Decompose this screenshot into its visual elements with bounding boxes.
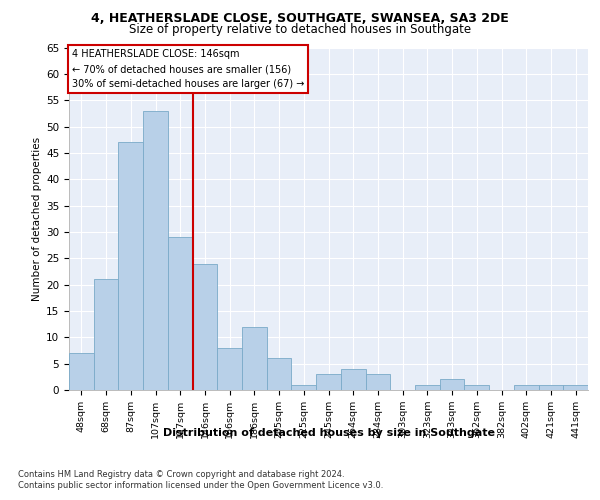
Bar: [563, 384, 588, 390]
Bar: [365, 374, 390, 390]
Bar: [143, 110, 168, 390]
Bar: [514, 384, 539, 390]
Bar: [292, 384, 316, 390]
Bar: [316, 374, 341, 390]
Bar: [539, 384, 563, 390]
Text: 4, HEATHERSLADE CLOSE, SOUTHGATE, SWANSEA, SA3 2DE: 4, HEATHERSLADE CLOSE, SOUTHGATE, SWANSE…: [91, 12, 509, 26]
Bar: [69, 353, 94, 390]
Text: Size of property relative to detached houses in Southgate: Size of property relative to detached ho…: [129, 24, 471, 36]
Text: Contains HM Land Registry data © Crown copyright and database right 2024.: Contains HM Land Registry data © Crown c…: [18, 470, 344, 479]
Text: Distribution of detached houses by size in Southgate: Distribution of detached houses by size …: [163, 428, 495, 438]
Bar: [267, 358, 292, 390]
Bar: [415, 384, 440, 390]
Text: Contains public sector information licensed under the Open Government Licence v3: Contains public sector information licen…: [18, 481, 383, 490]
Text: 4 HEATHERSLADE CLOSE: 146sqm
← 70% of detached houses are smaller (156)
30% of s: 4 HEATHERSLADE CLOSE: 146sqm ← 70% of de…: [71, 49, 304, 89]
Bar: [217, 348, 242, 390]
Bar: [242, 327, 267, 390]
Bar: [440, 380, 464, 390]
Bar: [118, 142, 143, 390]
Bar: [464, 384, 489, 390]
Y-axis label: Number of detached properties: Number of detached properties: [32, 136, 42, 301]
Bar: [94, 280, 118, 390]
Bar: [193, 264, 217, 390]
Bar: [168, 237, 193, 390]
Bar: [341, 369, 365, 390]
